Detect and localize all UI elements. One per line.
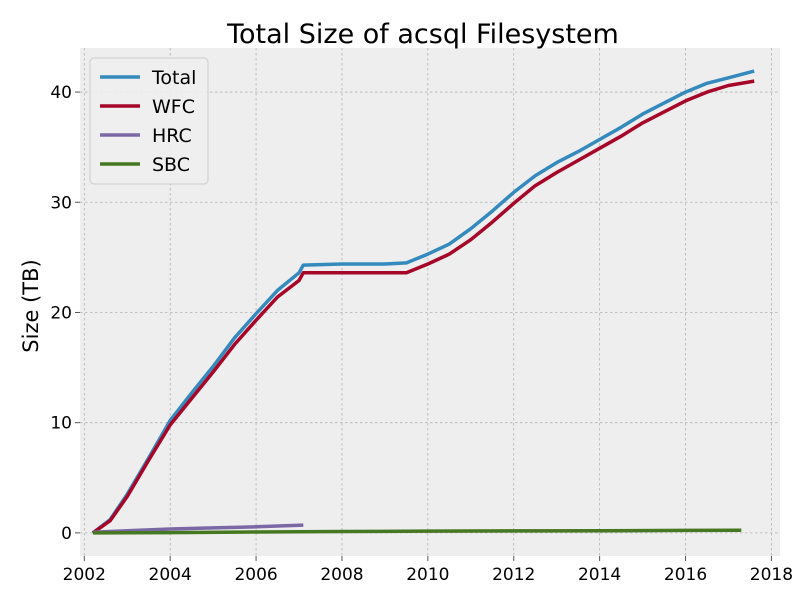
y-axis-label: Size (TB) [19,259,43,352]
x-tick-label: 2004 [149,565,192,585]
series-line-hrc [92,523,304,535]
y-tick-label: 30 [50,193,72,213]
y-tick-label: 20 [50,303,72,323]
legend-label-total: Total [151,67,196,89]
x-tick-label: 2016 [664,565,707,585]
axis-ticks: 2002 2004 2006 2008 2010 2012 2014 2016 2018 0 10 2… [50,83,793,585]
y-tick-label: 40 [50,83,72,103]
legend: Total WFC HRC SBC [89,57,209,185]
x-tick-label: 2018 [750,565,793,585]
series-lines [91,69,755,535]
x-tick-label: 2010 [406,565,449,585]
legend-label-sbc: SBC [152,154,190,176]
legend-label-hrc: HRC [152,125,192,147]
series-line-wfc [91,79,755,535]
series-line-sbc [92,528,742,535]
legend-box [89,57,209,185]
x-tick-label: 2012 [492,565,535,585]
legend-label-wfc: WFC [152,96,195,118]
series-line-total [91,69,755,535]
y-tick-label: 0 [61,524,72,544]
x-tick-label: 2014 [578,565,621,585]
x-tick-label: 2002 [63,565,106,585]
x-tick-label: 2008 [320,565,363,585]
x-tick-label: 2006 [234,565,277,585]
y-tick-label: 10 [50,414,72,434]
chart-title: Total Size of acsql Filesystem [226,19,619,50]
